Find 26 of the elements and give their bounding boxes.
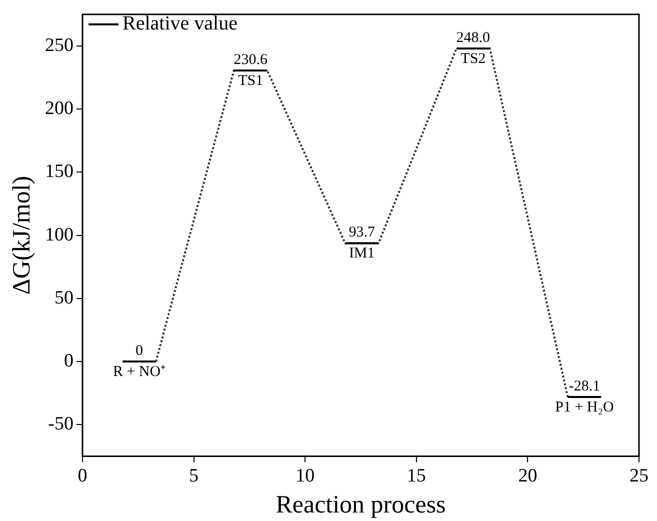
data-label: 230.6: [234, 52, 268, 68]
data-label: 0: [136, 342, 144, 359]
annotation: R + NO⁺: [112, 364, 166, 380]
x-tick-label: 10: [296, 466, 315, 487]
annotation: IM1: [348, 246, 375, 262]
data-label: 93.7: [348, 224, 376, 241]
annotation: TS2: [460, 50, 486, 67]
annotation: TS1: [238, 72, 264, 89]
y-axis-title: ΔG(kJ/mol): [8, 176, 36, 295]
y-tick-label: 0: [64, 350, 74, 372]
legend-label: Relative value: [122, 12, 238, 35]
x-tick-label: 0: [78, 466, 88, 487]
y-tick-label: -50: [48, 414, 74, 435]
annotation: P1 + H₂O: [555, 399, 614, 416]
data-label: -28.1: [568, 378, 600, 394]
y-tick-label: 150: [45, 161, 74, 182]
x-tick-label: 25: [630, 466, 648, 487]
y-tick-label: 200: [45, 98, 74, 120]
x-tick-label: 15: [406, 466, 426, 487]
y-tick-label: 50: [54, 287, 74, 308]
x-tick-label: 5: [189, 466, 199, 487]
x-axis-title: Reaction process: [276, 492, 446, 519]
data-label: 248.0: [456, 30, 490, 46]
x-tick-label: 20: [518, 466, 538, 487]
y-tick-label: 100: [45, 224, 74, 246]
y-tick-label: 250: [45, 34, 74, 56]
